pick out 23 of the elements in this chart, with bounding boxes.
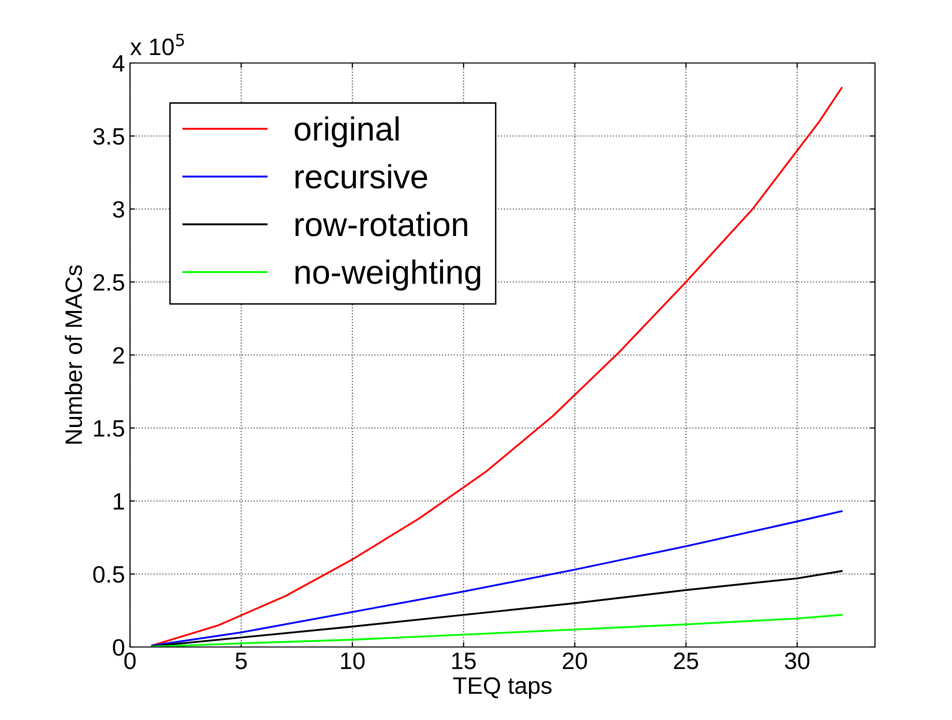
y-tick-label: 1	[114, 493, 124, 510]
x-axis-title: TEQ taps	[453, 677, 552, 699]
x-tick-label: 5	[236, 652, 247, 670]
x-tick-label: 30	[784, 652, 810, 670]
x-tick-label: 20	[562, 652, 587, 670]
y-tick-label: 1.5	[94, 420, 124, 437]
y-tick-label: 4	[112, 55, 124, 72]
x-tick-label: 10	[341, 652, 365, 670]
y-tick-label: 0	[112, 639, 124, 656]
x-tick-label: 15	[452, 652, 476, 670]
legend-label: original	[294, 116, 399, 148]
y-axis-title: Number of MACs	[64, 265, 82, 444]
y-tick-label: 0.5	[93, 566, 124, 583]
legend-label: no-weighting	[296, 260, 480, 291]
y-tick-label: 3	[112, 201, 124, 218]
y-tick-label: 2	[113, 347, 124, 364]
legend-label: row-rotation	[296, 212, 468, 236]
y-tick-label: 3.5	[93, 128, 124, 145]
x-tick-label: 25	[674, 652, 698, 670]
legend-label: recursive	[296, 164, 428, 189]
x-tick-label: 0	[124, 652, 136, 670]
y-tick-label: 2.5	[94, 274, 124, 291]
text: x 10$^{5}$	[130, 34, 184, 56]
